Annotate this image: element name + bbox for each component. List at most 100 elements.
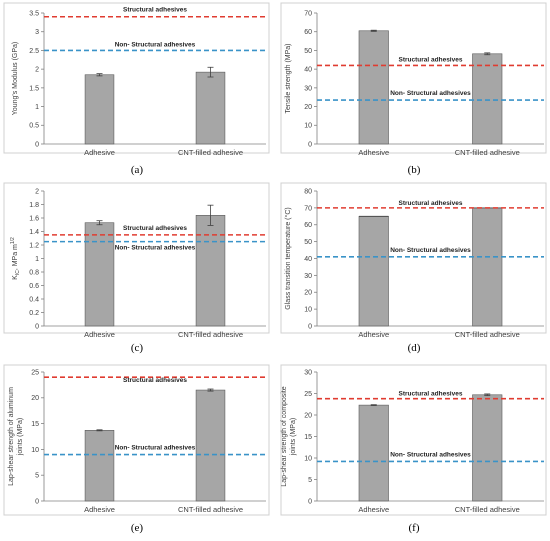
y-tick-label: 20 [31,395,39,402]
bar-adhesive [358,404,389,502]
y-tick-label: 50 [304,48,312,55]
y-tick-label: 1.2 [29,242,39,249]
y-tick-label: 1 [35,256,39,263]
panel-label: (a) [131,164,144,176]
y-axis-label: Young's Modulus (GPa) [12,42,19,115]
y-tick-label: 5 [308,477,312,484]
y-tick-label: 30 [304,273,312,280]
chart-panel-f: 0 5 10 15 20 25 30 Lap-shear strength of compos… [280,364,547,534]
y-tick-label: 10 [304,455,312,462]
y-axis-label-main: K [12,275,19,280]
y-tick-label: 50 [304,239,312,246]
category-label: CNT-filled adhesive [455,148,520,157]
bar-cnt-filled-adhesive [195,389,226,502]
chart-panel-d: 0 10 20 30 40 50 60 70 80 Glass transition temper… [280,182,547,354]
y-tick-label: 15 [31,421,39,428]
y-tick-label: 0.6 [29,283,39,290]
y-axis-label: KIC, MPa m1/2 [10,237,21,280]
structural-reference-label: Structural adhesives [399,56,463,63]
structural-reference-label: Structural adhesives [399,391,463,398]
y-tick-label: 0 [308,141,312,148]
category-label: Adhesive [84,505,115,514]
non-structural-reference-label: Non- Structural adhesives [115,445,196,452]
y-tick-label: 60 [304,29,312,36]
y-tick-label: 0.2 [29,310,39,317]
y-tick-label: 1.6 [29,215,39,222]
y-tick-label: 80 [304,188,312,195]
y-tick-label: 1 [35,104,39,111]
y-tick-label: 10 [304,307,312,314]
y-tick-label: 0 [308,323,312,330]
y-tick-label: 3 [35,29,39,36]
y-tick-label: 2 [35,188,39,195]
category-label: Adhesive [84,148,115,157]
y-axis-label-main: Glass transition temperature (°C) [284,207,292,309]
structural-reference-label: Structural adhesives [123,225,187,232]
structural-reference-label: Structural adhesives [123,377,187,384]
y-tick-label: 15 [304,434,312,441]
y-axis-label-line2: joints (MPa) [290,418,297,456]
category-label: CNT-filled adhesive [178,148,243,157]
category-label: CNT-filled adhesive [178,505,243,514]
structural-reference-label: Structural adhesives [399,200,463,207]
y-axis-label-subscript: IC [15,270,21,275]
category-label: Adhesive [358,505,389,514]
bar-adhesive [84,430,115,502]
y-tick-label: 2 [35,67,39,74]
y-tick-label: 30 [304,85,312,92]
bar-adhesive [84,222,115,327]
category-label: CNT-filled adhesive [455,330,520,339]
y-axis-label: Lap-shear strength of aluminum [8,387,15,486]
y-tick-label: 0 [35,323,39,330]
chart-panel-b: 0 10 20 30 40 50 60 70 Tensile strength (MPa) Adh… [280,2,547,176]
y-axis-label-main: Tensile strength (MPa) [285,43,292,113]
bar-cnt-filled-adhesive [472,207,503,327]
y-tick-label: 0.8 [29,269,39,276]
y-tick-label: 60 [304,222,312,229]
non-structural-reference-label: Non- Structural adhesives [390,247,471,254]
y-tick-label: 10 [31,447,39,454]
y-tick-label: 0 [35,141,39,148]
non-structural-reference-label: Non- Structural adhesives [390,451,471,458]
y-tick-label: 0 [308,498,312,505]
panel-label: (f) [409,522,420,534]
y-axis-label-line2: joints (MPa) [17,418,24,456]
bar-cnt-filled-adhesive [195,71,226,145]
y-axis-label-rest: , MPa m [12,244,19,270]
panel-label: (b) [408,164,421,176]
category-label: CNT-filled adhesive [455,505,520,514]
bar-cnt-filled-adhesive [195,215,226,327]
y-tick-label: 1.5 [29,85,39,92]
y-tick-label: 0.5 [29,123,39,130]
y-tick-label: 1.4 [29,229,39,236]
y-tick-label: 20 [304,412,312,419]
y-tick-label: 30 [304,369,312,376]
y-tick-label: 40 [304,67,312,74]
non-structural-reference-label: Non- Structural adhesives [390,90,471,97]
bar-adhesive [358,216,389,327]
panel-label: (e) [131,522,144,534]
structural-reference-label: Structural adhesives [123,7,187,14]
bar-adhesive [358,30,389,145]
y-axis-label-main: Young's Modulus (GPa) [12,42,19,115]
chart-panel-e: 0 5 10 15 20 25 Lap-shear strength of aluminum… [3,364,270,534]
category-label: CNT-filled adhesive [178,330,243,339]
bar-adhesive [84,74,115,145]
y-tick-label: 20 [304,104,312,111]
y-tick-label: 25 [304,391,312,398]
category-label: Adhesive [84,330,115,339]
chart-panel-c: 0 0.2 0.4 0.6 0.8 1 1.2 1.4 1.6 1.8 2 KIC, MPa m1/2… [3,182,270,354]
y-tick-label: 3.5 [29,10,39,17]
y-axis-label: Tensile strength (MPa) [285,43,292,113]
y-tick-label: 70 [304,10,312,17]
panel-frame [280,2,547,154]
non-structural-reference-label: Non- Structural adhesives [115,41,196,48]
y-tick-label: 0 [35,498,39,505]
y-tick-label: 10 [304,123,312,130]
y-tick-label: 25 [31,369,39,376]
y-tick-label: 0.4 [29,296,39,303]
y-tick-label: 5 [35,473,39,480]
bar-cnt-filled-adhesive [472,394,503,502]
category-label: Adhesive [358,148,389,157]
